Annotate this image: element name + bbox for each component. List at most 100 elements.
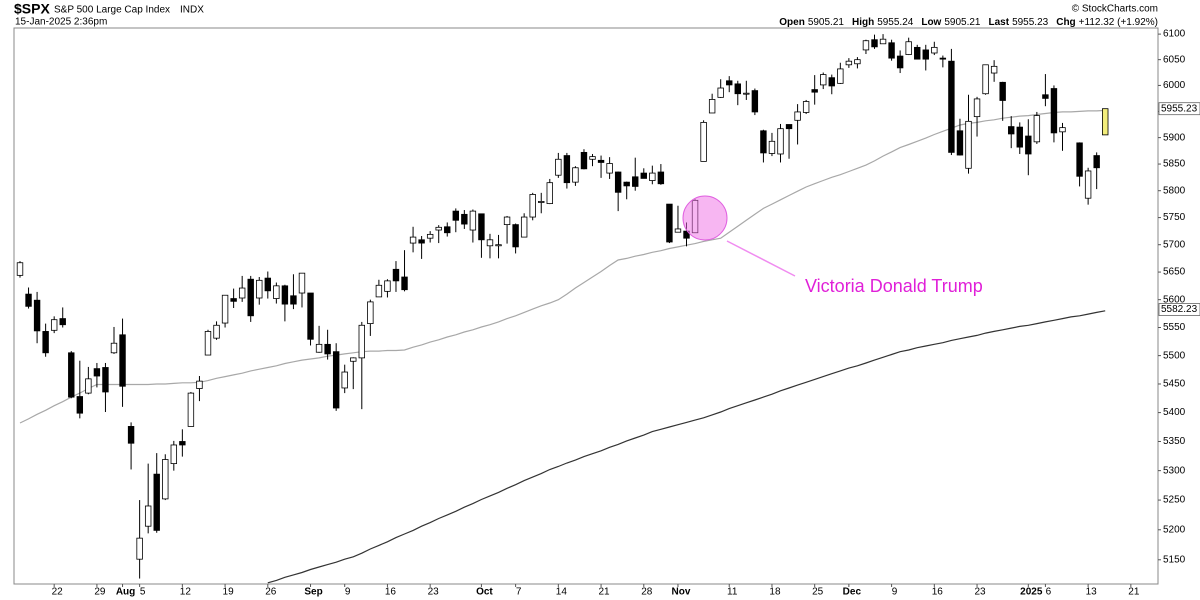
candle-body [401,276,408,291]
x-tick-label: 9 [345,587,351,598]
candle-body [1042,94,1049,99]
candle-body [1025,135,1032,155]
candle-body [256,279,263,299]
annotation: Victoria Donald Trump [805,276,983,296]
candle-body [828,77,835,87]
x-tick-label: 26 [265,587,277,598]
x-tick-label: 19 [223,587,235,598]
x-tick-label: Oct [476,587,493,598]
candle-body [85,378,92,394]
candle-body [204,331,212,356]
candle-body [580,151,588,170]
candle-body [247,278,254,317]
quote-label: Last [989,17,1010,28]
x-tick-label: 21 [1128,587,1140,598]
candle-body [854,59,861,65]
candle-body [529,194,536,218]
candle-body [144,505,152,527]
x-tick-label: 9 [892,587,898,598]
candle-body [640,172,647,179]
candle-body [546,182,553,204]
candle-body [512,224,519,248]
candle-body [606,163,613,174]
x-tick-label: 5 [140,587,146,598]
chart-title: S&P 500 Large Cap Index [54,5,170,16]
y-tick-label: 5800 [1163,185,1186,196]
candle-body [785,124,793,130]
candle-body [469,210,477,231]
source: © StockCharts.com [1072,4,1158,15]
candle-body [1059,127,1066,133]
candle-body [700,121,707,162]
price-marker-label: 5582.23 [1161,304,1198,315]
candle-body [273,285,280,299]
candle-body [726,80,733,86]
y-tick-label: 5250 [1163,495,1186,506]
y-tick-label: 5350 [1163,436,1186,447]
candle-body [768,140,776,154]
candle-body [153,473,160,531]
candle-body [298,272,306,294]
y-tick-label: 5550 [1163,322,1186,333]
candle-body [871,39,878,48]
candle-body [119,334,126,387]
candle-body [435,226,442,231]
candle-body [1093,155,1100,169]
candle-body [666,203,673,243]
candle-body [794,111,801,121]
candle-body [939,57,947,60]
candle-body [649,172,656,181]
y-tick-label: 5500 [1163,350,1186,361]
candle-body [632,176,639,187]
y-tick-label: 5600 [1163,294,1186,305]
candle-body [956,130,964,156]
x-tick-label: Dec [843,587,862,598]
candle-body [444,226,451,234]
candle-body [520,216,528,238]
x-tick-label: 14 [556,587,568,598]
candle-body [59,318,66,326]
candle-body [68,352,75,398]
candle-body [93,368,101,377]
candle-body [50,319,58,331]
candle-body [879,38,887,45]
candle-body [367,301,374,325]
candle-body [589,156,596,160]
x-tick-label: 25 [812,587,824,598]
candle-body [503,216,511,226]
y-tick-label: 5650 [1163,267,1186,278]
quote-label: Low [921,17,941,28]
quote-label: Open [779,17,805,28]
candle-body [418,239,425,244]
moving-average [267,310,1106,584]
x-tick-label: Sep [304,587,322,598]
candle-body [426,233,434,239]
quote-label: Chg [1056,17,1075,28]
candle-body [811,89,818,93]
candle-body [461,213,468,225]
candle-body [717,87,724,98]
y-tick-label: 5300 [1163,465,1186,476]
candle-body [127,426,135,444]
candle-body [845,60,853,66]
candle-body [375,284,383,298]
x-tick-label: 2025 [1020,587,1043,598]
candle-body [264,277,272,292]
candle-body [982,64,989,95]
quote-value: 5955.24 [877,17,914,28]
candle-body [110,342,118,354]
y-tick-label: 5150 [1163,554,1186,565]
candle-body [1102,108,1109,136]
x-tick-label: 13 [1086,587,1098,598]
candle-body [384,280,391,292]
candle-body [743,92,750,95]
candle-body [16,262,24,276]
candle-body [358,324,365,359]
x-tick-label: 7 [516,587,522,598]
candle-body [350,357,357,362]
candle-body [760,130,767,154]
x-tick-label: 22 [52,587,64,598]
candle-body [990,65,998,74]
candle-body [102,367,109,393]
